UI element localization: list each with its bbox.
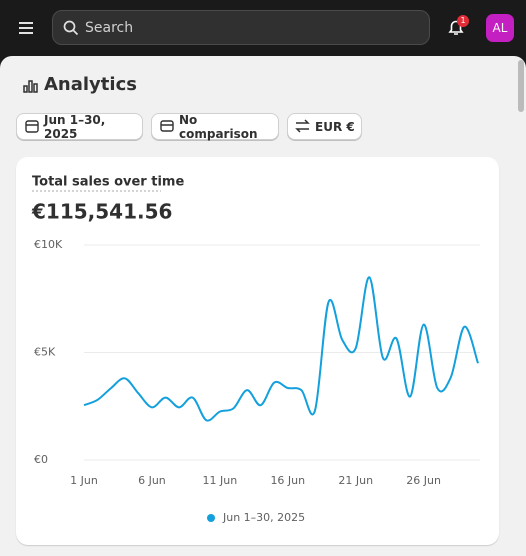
legend-label: Jun 1–30, 2025 — [222, 511, 305, 524]
y-tick-label: €0 — [34, 453, 48, 466]
legend-marker — [207, 514, 215, 522]
compare-icon — [160, 120, 174, 132]
search-placeholder: Search — [85, 19, 134, 36]
exchange-icon — [295, 119, 310, 133]
bell-icon[interactable] — [447, 19, 465, 37]
page-title: Analytics — [44, 74, 137, 95]
x-tick-label: 16 Jun — [270, 474, 305, 487]
y-tick-label: €10K — [34, 238, 63, 251]
calendar-icon — [25, 120, 39, 133]
chart-title: Total sales over time — [32, 175, 184, 190]
chart: Total sales over time €115,541.56 €0 €5K €… — [31, 175, 480, 524]
chart-card: Total sales over time €115,541.56 €0 €5K €… — [16, 157, 499, 545]
main-area: Analytics Jun 1–30, 2025 No comparison E… — [0, 56, 526, 556]
line — [83, 276, 479, 422]
x-tick-label: 6 Jun — [138, 474, 166, 487]
x-tick-label: 26 Jun — [406, 474, 441, 487]
filter-label: No comparison — [179, 112, 258, 141]
total-value: €115,541.56 — [31, 200, 172, 224]
notification-badge: 1 — [457, 15, 469, 27]
filter-label: EUR € — [315, 119, 355, 134]
scrollbar[interactable] — [518, 60, 524, 112]
date-filter[interactable]: Jun 1–30, 2025 — [16, 112, 143, 141]
menu-icon[interactable] — [18, 20, 34, 36]
y-tick-label: €5K — [34, 346, 56, 359]
filter-label: Jun 1–30, 2025 — [44, 112, 106, 141]
analytics-icon — [23, 80, 38, 93]
x-tick-label: 11 Jun — [203, 474, 238, 487]
currency-filter[interactable]: EUR € — [287, 113, 362, 140]
search-icon — [63, 20, 79, 36]
x-tick-label: 21 Jun — [338, 474, 373, 487]
avatar[interactable]: AL — [486, 14, 514, 42]
x-tick-label: 1 Jun — [70, 474, 98, 487]
search-box[interactable]: Search — [52, 10, 430, 45]
